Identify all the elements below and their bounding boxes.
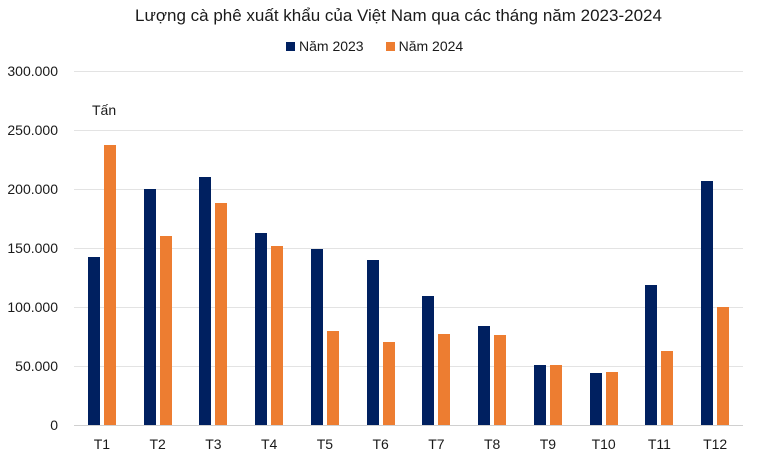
chart-title: Lượng cà phê xuất khẩu của Việt Nam qua … bbox=[135, 6, 662, 25]
bar-T2-2024 bbox=[159, 236, 172, 425]
x-tick-label: T7 bbox=[428, 436, 445, 452]
y-tick-label: 250.000 bbox=[7, 122, 58, 138]
bar-T6-2024 bbox=[382, 342, 395, 425]
y-tick-label: 50.000 bbox=[15, 358, 58, 374]
bar-T7-2023 bbox=[422, 296, 435, 425]
y-tick-label: 200.000 bbox=[7, 181, 58, 197]
gridline bbox=[74, 71, 743, 72]
legend-label-2024: Năm 2024 bbox=[398, 38, 464, 54]
x-tick-label: T11 bbox=[647, 436, 671, 452]
bar-T10-2023 bbox=[589, 373, 602, 425]
gridline bbox=[74, 248, 743, 249]
legend-item-2023: Năm 2023 bbox=[286, 38, 364, 54]
plot-area bbox=[74, 71, 743, 426]
x-tick-label: T5 bbox=[316, 436, 334, 452]
y-tick-label: 150.000 bbox=[7, 240, 58, 256]
y-axis-unit-label: Tấn bbox=[92, 102, 117, 118]
bar-T12-2024 bbox=[717, 307, 730, 425]
x-tick-label: T6 bbox=[372, 436, 389, 452]
gridline bbox=[74, 307, 743, 308]
x-tick-label: T9 bbox=[539, 436, 557, 452]
gridline bbox=[74, 366, 743, 367]
bar-T11-2024 bbox=[661, 350, 674, 425]
y-tick-label: 300.000 bbox=[7, 63, 58, 79]
bar-T8-2024 bbox=[494, 335, 507, 425]
bar-T3-2024 bbox=[215, 203, 228, 425]
bar-T12-2023 bbox=[701, 180, 714, 425]
bar-T1-2023 bbox=[87, 257, 100, 425]
y-tick-label: 0 bbox=[50, 417, 58, 433]
bar-T1-2024 bbox=[103, 145, 116, 425]
bar-T11-2023 bbox=[645, 284, 658, 425]
x-tick-label: T8 bbox=[483, 436, 501, 452]
legend-item-2024: Năm 2024 bbox=[385, 38, 464, 54]
bar-T3-2023 bbox=[199, 177, 212, 425]
x-tick-label: T12 bbox=[703, 436, 728, 452]
x-tick-label: T10 bbox=[591, 436, 616, 452]
bar-T4-2023 bbox=[255, 232, 268, 425]
gridline bbox=[74, 189, 743, 190]
bar-T9-2024 bbox=[549, 364, 562, 425]
bar-T10-2024 bbox=[605, 371, 618, 425]
x-tick-label: T4 bbox=[260, 436, 278, 452]
gridline bbox=[74, 130, 743, 131]
bar-T8-2023 bbox=[478, 325, 491, 425]
bar-T4-2024 bbox=[271, 245, 284, 425]
y-tick-label: 100.000 bbox=[7, 299, 58, 315]
x-tick-label: T2 bbox=[149, 436, 166, 452]
bar-T2-2023 bbox=[143, 189, 156, 425]
bar-T7-2024 bbox=[438, 334, 451, 425]
gridline bbox=[74, 425, 743, 426]
bar-T9-2023 bbox=[533, 364, 546, 425]
bar-T6-2023 bbox=[366, 259, 379, 425]
legend-swatch-2023 bbox=[286, 41, 295, 51]
legend: Năm 2023 Năm 2024 bbox=[286, 38, 485, 54]
bar-T5-2024 bbox=[326, 330, 339, 425]
x-tick-label: T1 bbox=[93, 436, 111, 452]
legend-swatch-2024 bbox=[385, 41, 395, 51]
bar-T5-2023 bbox=[310, 249, 323, 425]
x-tick-label: T3 bbox=[205, 436, 222, 452]
legend-label-2023: Năm 2023 bbox=[299, 38, 364, 54]
